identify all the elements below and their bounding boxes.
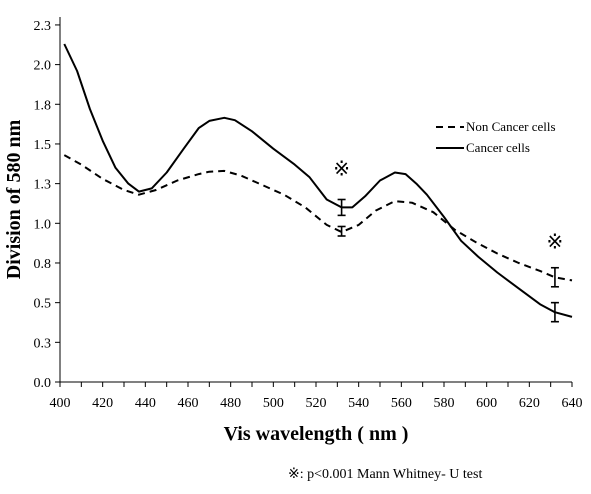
legend-label: Cancer cells <box>466 140 530 155</box>
x-axis-label: Vis wavelength ( nm ) <box>224 423 409 445</box>
y-tick-label: 0.8 <box>34 257 52 272</box>
error-bars <box>337 198 559 323</box>
axes <box>55 17 573 387</box>
x-tick-label: 520 <box>306 396 327 411</box>
legend: Non Cancer cells Cancer cells <box>436 119 556 155</box>
y-tick-label: 0.0 <box>34 376 52 391</box>
tick-labels: 0.0 0.3 0.5 0.8 1.0 1.3 1.5 1.8 2.0 2.3 400 420 440 4… <box>34 19 583 411</box>
y-tick-label: 1.3 <box>34 178 52 193</box>
x-tick-label: 580 <box>434 396 455 411</box>
x-tick-label: 640 <box>562 396 583 411</box>
y-tick-label: 0.3 <box>34 336 52 351</box>
x-tick-label: 540 <box>348 396 369 411</box>
y-tick-label: 2.0 <box>34 59 52 74</box>
error-bar <box>337 198 346 217</box>
y-tick-label: 2.3 <box>34 19 52 34</box>
legend-label: Non Cancer cells <box>466 119 556 134</box>
error-bar <box>550 266 559 288</box>
x-tick-label: 460 <box>178 396 199 411</box>
y-axis-label: Division of 580 nm <box>3 119 25 279</box>
footnote-symbol: ※ <box>288 466 300 482</box>
x-tick-label: 480 <box>220 396 241 411</box>
series-lines <box>63 43 573 318</box>
x-tick-label: 620 <box>519 396 540 411</box>
significance-mark: ※ <box>333 157 350 181</box>
y-tick-label: 1.8 <box>34 98 52 113</box>
footnote: ※: p<0.001 Mann Whitney- U test <box>288 466 482 483</box>
y-tick-label: 1.0 <box>34 217 52 232</box>
y-tick-label: 1.5 <box>34 138 52 153</box>
error-bar <box>550 301 559 323</box>
x-tick-label: 400 <box>50 396 71 411</box>
y-tick-label: 0.5 <box>34 297 52 312</box>
x-tick-label: 420 <box>92 396 113 411</box>
x-tick-label: 440 <box>135 396 156 411</box>
footnote-text: : p<0.001 Mann Whitney- U test <box>299 467 483 482</box>
x-tick-label: 500 <box>263 396 284 411</box>
significance-mark: ※ <box>547 230 564 254</box>
x-tick-label: 560 <box>391 396 412 411</box>
series-line-cancer <box>63 43 573 318</box>
error-bar <box>337 225 346 237</box>
significance-marks: ※※ <box>333 157 563 254</box>
x-tick-label: 600 <box>476 396 497 411</box>
series-line-non-cancer <box>63 154 573 282</box>
